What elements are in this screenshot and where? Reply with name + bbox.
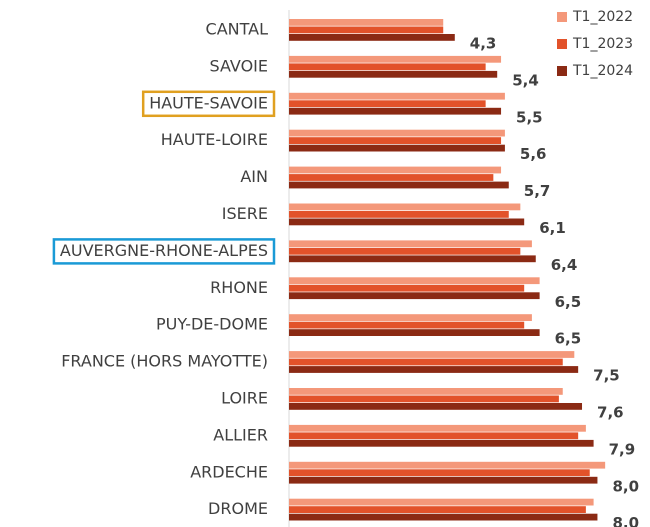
value-label: 5,6 [520,145,547,163]
bar [289,284,525,292]
value-label: 6,4 [551,256,578,274]
category-label: DROME [208,499,268,518]
bar [289,240,532,248]
highlight-box [141,90,276,118]
category-label: SAVOIE [210,56,268,75]
category-label: RHONE [210,278,268,297]
bar [289,358,563,366]
value-label: 8,0 [612,477,639,495]
value-label: 7,9 [609,440,636,458]
category-label: HAUTE-LOIRE [161,130,268,149]
category-label: FRANCE (HORS MAYOTTE) [61,352,268,371]
bar [289,424,586,432]
bar [289,314,532,321]
bar [289,166,502,174]
bar [289,63,486,71]
value-label: 6,5 [555,293,582,311]
legend-label: T1_2024 [572,63,633,79]
bar [289,395,559,403]
category-label: HAUTE-SAVOIE [149,93,268,112]
value-label: 7,6 [597,404,624,422]
value-label: 7,5 [593,367,620,385]
highlight-box [52,238,276,265]
bar [289,432,579,440]
bar [289,203,521,211]
bar [289,100,486,108]
legend-swatch [557,66,567,76]
value-label: 4,3 [470,35,497,53]
bar [289,403,583,410]
bar [289,498,594,506]
bar [289,469,590,477]
bar [289,277,540,285]
bar [289,181,509,189]
bar [289,174,494,181]
bar [289,70,498,78]
bar [289,55,502,63]
category-label: ARDECHE [190,462,268,481]
bar [289,351,575,358]
value-label: 8,0 [612,514,639,527]
bar [289,329,540,336]
bar [289,388,563,395]
bar [289,19,444,26]
bar [289,218,525,226]
value-label: 6,1 [539,219,566,237]
legend-label: T1_2023 [572,36,633,52]
legend-label: T1_2022 [572,9,633,25]
legend-swatch [557,39,567,49]
category-label: LOIRE [221,389,268,408]
bar [289,247,521,255]
bar [289,107,502,115]
bar [289,211,509,218]
bar [289,255,536,263]
legend-swatch [557,12,567,22]
value-label: 6,5 [555,330,582,348]
category-label: ALLIER [213,425,268,444]
bar [289,439,594,447]
category-label: PUY-DE-DOME [156,315,268,334]
bar [289,129,505,137]
category-label: AUVERGNE-RHONE-ALPES [60,241,268,260]
value-label: 5,4 [512,71,539,89]
bar [289,92,505,100]
value-label: 5,7 [524,182,551,200]
bar [289,506,586,513]
category-label: ISERE [222,204,268,223]
bar [289,26,444,34]
bar [289,366,579,373]
bar [289,476,598,484]
bar [289,34,455,41]
category-label: CANTAL [206,20,269,39]
bar [289,292,540,300]
value-label: 5,5 [516,108,543,126]
bar [289,461,606,469]
bar [289,513,598,521]
bar [289,321,525,329]
bar [289,137,502,144]
bar [289,144,505,152]
category-label: AIN [240,167,268,186]
